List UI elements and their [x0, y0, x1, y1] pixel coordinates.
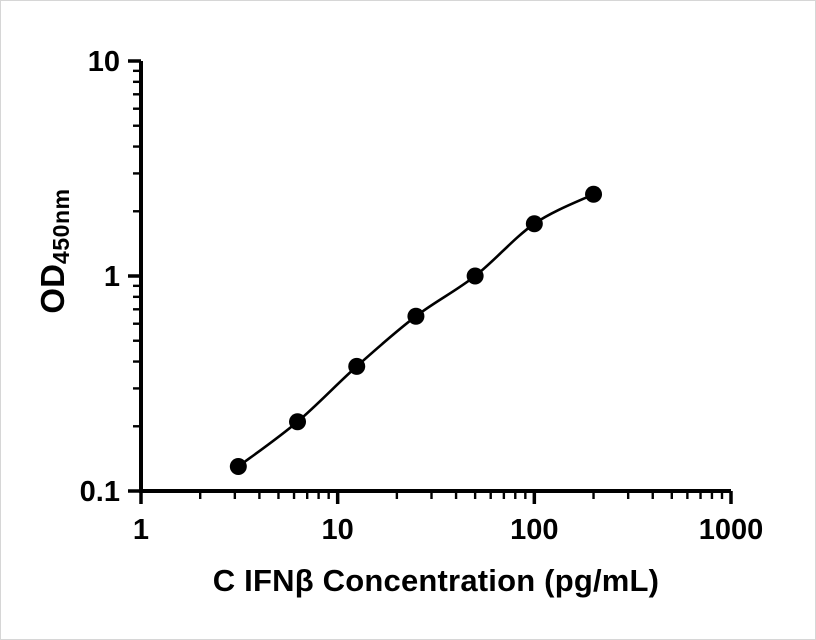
data-point	[585, 185, 603, 203]
data-point	[348, 357, 366, 375]
data-point	[229, 458, 247, 476]
x-axis-title: C IFNβ Concentration (pg/mL)	[212, 563, 660, 598]
data-point	[407, 307, 425, 325]
data-point	[525, 215, 543, 233]
y-tick-label: 1	[104, 261, 120, 293]
data-point	[289, 413, 307, 431]
y-axis-title-main: OD	[34, 264, 71, 314]
x-tick-label: 100	[510, 514, 558, 546]
y-axis-title: OD450nm	[34, 188, 75, 314]
y-tick-label: 0.1	[80, 476, 120, 508]
y-tick-label: 10	[88, 46, 120, 78]
x-tick-label: 1000	[699, 514, 764, 546]
y-axis-title-subscript: 450nm	[48, 188, 75, 265]
x-tick-label: 10	[322, 514, 354, 546]
data-point	[466, 267, 484, 285]
x-tick-label: 1	[133, 514, 149, 546]
